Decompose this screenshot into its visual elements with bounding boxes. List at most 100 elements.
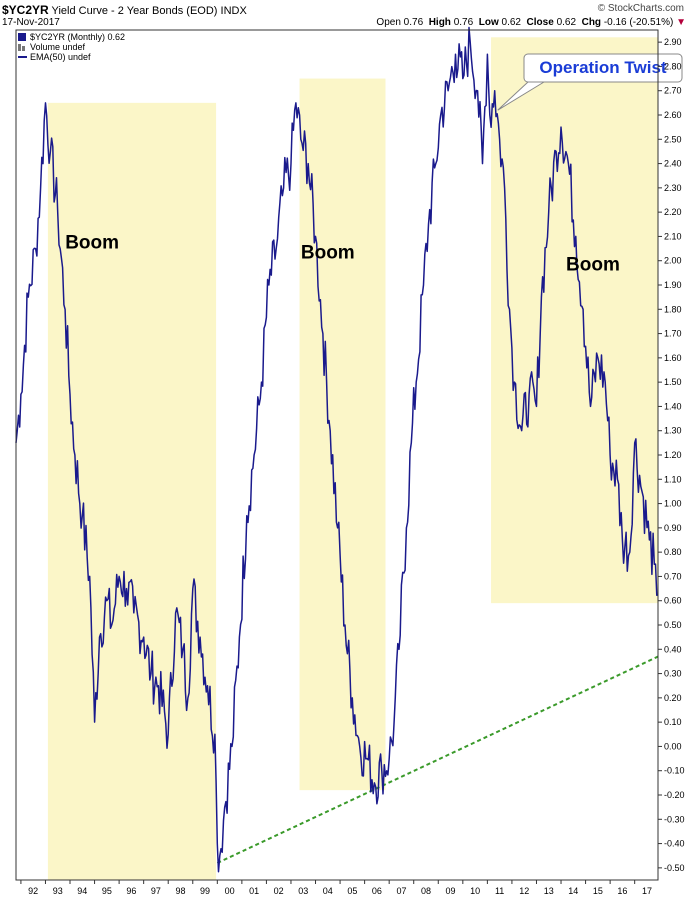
callout-box <box>523 53 683 83</box>
y-tick-label: 1.60 <box>664 353 682 363</box>
chg-label: Chg <box>581 17 602 28</box>
shaded-region <box>491 37 659 604</box>
boom-label: Boom <box>566 254 620 275</box>
x-tick-label: 17 <box>642 886 652 896</box>
quote-summary: Open 0.76 High 0.76 Low 0.62 Close 0.62 … <box>376 17 686 28</box>
shaded-regions <box>47 37 659 881</box>
boom-label: Boom <box>301 242 355 263</box>
x-tick-label: 12 <box>519 886 529 896</box>
y-tick-label: -0.50 <box>664 863 685 873</box>
y-tick-label: 0.50 <box>664 620 682 630</box>
x-tick-label: 94 <box>77 886 87 896</box>
y-tick-label: 1.50 <box>664 377 682 387</box>
ticker-symbol: $YC2YR <box>2 3 49 17</box>
y-tick-label: 1.10 <box>664 474 682 484</box>
x-tick-label: 92 <box>28 886 38 896</box>
x-tick-label: 00 <box>225 886 235 896</box>
y-tick-label: 2.30 <box>664 183 682 193</box>
open-label: Open <box>376 17 401 28</box>
x-tick-label: 98 <box>175 886 185 896</box>
down-arrow-icon: ▼ <box>676 17 686 28</box>
x-tick-label: 11 <box>495 886 504 896</box>
x-tick-label: 08 <box>421 886 431 896</box>
volume-bars-icon <box>18 44 21 51</box>
y-tick-label: 0.90 <box>664 523 682 533</box>
x-tick-label: 06 <box>372 886 382 896</box>
chart-date: 17-Nov-2017 <box>2 17 60 28</box>
legend-series-label: $YC2YR (Monthly) 0.62 <box>30 32 125 42</box>
x-tick-label: 03 <box>298 886 308 896</box>
y-tick-label: 1.90 <box>664 280 682 290</box>
x-tick-label: 02 <box>274 886 284 896</box>
x-tick-label: 93 <box>53 886 63 896</box>
y-tick-label: 2.70 <box>664 86 682 96</box>
chart-title: $YC2YR Yield Curve - 2 Year Bonds (EOD) … <box>2 3 247 17</box>
trendline-group <box>216 655 659 864</box>
series-line <box>15 26 658 873</box>
x-tick-label: 14 <box>568 886 578 896</box>
x-tick-label: 13 <box>544 886 554 896</box>
ticker-description: Yield Curve - 2 Year Bonds (EOD) <box>51 5 218 17</box>
x-tick-label: 95 <box>102 886 112 896</box>
callout-pointer <box>497 81 545 111</box>
y-tick-label: 0.00 <box>664 741 682 751</box>
y-tick-label: 2.50 <box>664 134 682 144</box>
volume-bars-icon <box>22 46 25 51</box>
y-tick-label: 0.80 <box>664 547 682 557</box>
close-value: 0.62 <box>556 17 577 28</box>
axes: 2.90 2.80 2.70 2.60 2.50 2.40 2.30 2.20 2.10 2.00… <box>15 29 685 896</box>
x-tick-label: 09 <box>446 886 456 896</box>
x-tick-label: 16 <box>617 886 627 896</box>
y-tick-label: 2.40 <box>664 159 682 169</box>
brand-watermark: © StockCharts.com <box>597 3 684 14</box>
y-tick-label: 1.70 <box>664 329 682 339</box>
shaded-region <box>47 102 217 881</box>
shaded-region <box>299 78 386 791</box>
y-tick-label: -0.40 <box>664 839 685 849</box>
y-tick-label: 1.40 <box>664 401 682 411</box>
callout-label: Operation Twist <box>539 58 667 77</box>
trendline <box>216 655 659 864</box>
y-tick-label: -0.30 <box>664 814 685 824</box>
x-tick-label: 05 <box>347 886 357 896</box>
y-tick-label: 2.00 <box>664 256 682 266</box>
y-tick-label: 2.20 <box>664 207 682 217</box>
open-value: 0.76 <box>403 17 424 28</box>
high-label: High <box>428 17 451 28</box>
low-value: 0.62 <box>501 17 521 28</box>
y-tick-label: 0.10 <box>664 717 682 727</box>
y-tick-label: 1.00 <box>664 499 682 509</box>
y-tick-label: 0.20 <box>664 693 682 703</box>
y-tick-label: 2.10 <box>664 231 682 241</box>
x-tick-label: 10 <box>470 886 480 896</box>
legend-series-swatch <box>18 33 26 41</box>
close-label: Close <box>526 17 554 28</box>
y-tick-label: 0.40 <box>664 644 682 654</box>
chg-value: -0.16 (-20.51%) <box>603 17 674 28</box>
legend-volume-label: Volume undef <box>30 42 86 52</box>
y-tick-label: 1.20 <box>664 450 682 460</box>
y-tick-label: 2.60 <box>664 110 682 120</box>
y-tick-label: 1.30 <box>664 426 682 436</box>
y-tick-label: 0.30 <box>664 669 682 679</box>
legend-ema-label: EMA(50) undef <box>30 52 91 62</box>
y-tick-label: -0.10 <box>664 766 685 776</box>
boom-label: Boom <box>65 233 119 254</box>
high-value: 0.76 <box>453 17 474 28</box>
x-tick-label: 97 <box>151 886 161 896</box>
y-tick-label: -0.20 <box>664 790 685 800</box>
ticker-exchange: INDX <box>220 5 247 17</box>
annotation-group: Boom Boom Boom Operation Twist <box>65 53 683 275</box>
y-tick-label: 0.60 <box>664 596 682 606</box>
x-tick-label: 01 <box>249 886 259 896</box>
y-tick-label: 2.90 <box>664 37 682 47</box>
x-tick-label: 99 <box>200 886 210 896</box>
y-tick-label: 2.80 <box>664 61 682 71</box>
low-label: Low <box>478 17 499 28</box>
legend: $YC2YR (Monthly) 0.62 Volume undef EMA(5… <box>18 32 125 62</box>
y-tick-label: 1.80 <box>664 304 682 314</box>
x-tick-label: 96 <box>126 886 136 896</box>
x-tick-label: 07 <box>396 886 406 896</box>
series-group <box>15 26 658 873</box>
